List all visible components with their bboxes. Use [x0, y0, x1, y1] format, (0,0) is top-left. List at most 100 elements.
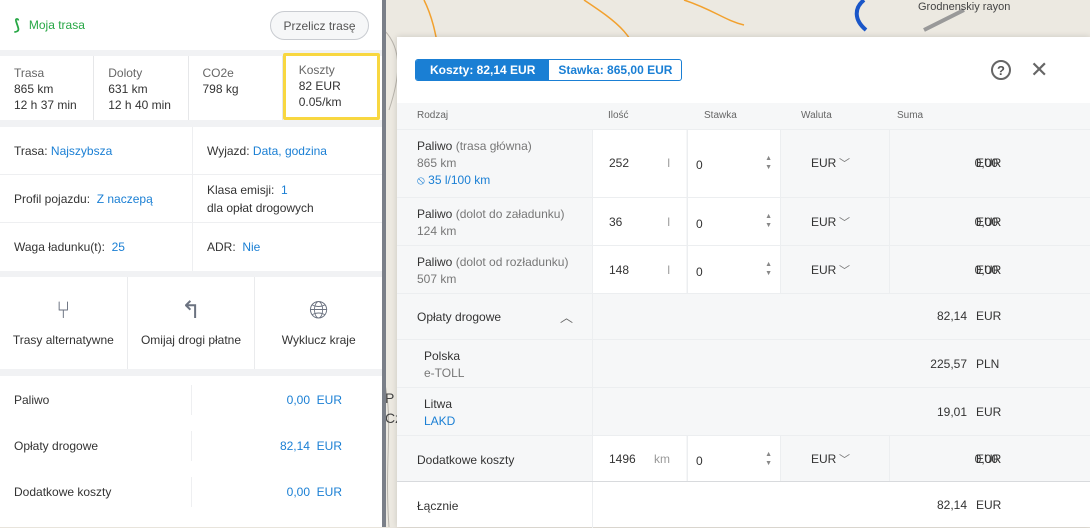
stepper-icon[interactable]: ▲ ▼ — [765, 213, 772, 229]
cost-value-extra[interactable]: 0,00 EUR — [286, 485, 342, 499]
cost-row-tolls: Opłaty drogowe 82,14 EUR — [0, 423, 382, 469]
row-title: Litwa — [424, 397, 453, 411]
cost-tabs: Koszty: 82,14 EUR Stawka: 865,00 EUR — [415, 59, 683, 81]
rate-input[interactable]: 0 ▲ ▼ — [687, 246, 781, 294]
row-subtitle: (dolot od rozładunku) — [455, 255, 569, 269]
sum-value: 0,00 — [974, 263, 998, 277]
tab-rate[interactable]: Stawka: 865,00 EUR — [558, 63, 673, 77]
currency-value: EUR — [811, 156, 837, 170]
chevron-up-icon[interactable]: ︿ — [560, 310, 574, 325]
avoid-toll-roads-button[interactable]: ↰ Omijaj drogi płatne — [128, 277, 256, 369]
panel-divider[interactable] — [382, 0, 386, 527]
qty-cell[interactable]: 252 l — [592, 130, 686, 198]
row-name: Paliwo (dolot do załadunku) 124 km — [417, 206, 564, 240]
sum-value: 19,01 — [936, 405, 967, 419]
row-title: Paliwo — [417, 139, 453, 153]
stepper-icon[interactable]: ▲ ▼ — [765, 155, 772, 171]
recalculate-route-button[interactable]: Przelicz trasę — [270, 11, 369, 40]
route-icon: ⟆ — [14, 17, 20, 34]
param-row: Trasa: Najszybsza Wyjazd: Data, godzina — [0, 127, 382, 175]
cost-value-fuel[interactable]: 0,00 EUR — [286, 393, 342, 407]
qty-unit: l — [667, 156, 670, 170]
qty-unit: l — [667, 263, 670, 277]
cost-details-panel: Koszty: 82,14 EUR Stawka: 865,00 EUR ? ✕… — [397, 37, 1090, 528]
stat-label: Trasa — [14, 66, 45, 80]
cost-separator — [191, 477, 192, 507]
currency-select[interactable]: EUR ﹀ — [782, 198, 889, 246]
adr-link[interactable]: Nie — [242, 240, 261, 254]
param-cargo-weight: Waga ładunku(t): 25 — [14, 223, 192, 271]
row-title: Opłaty drogowe — [417, 310, 502, 324]
rate-input[interactable]: 0 ▲ ▼ — [687, 130, 781, 198]
qty-cell[interactable]: 1496 km — [592, 436, 686, 482]
row-title: Paliwo — [417, 207, 453, 221]
param-route-type: Trasa: Najszybsza — [14, 127, 192, 175]
toll-operator-link[interactable]: LAKD — [424, 414, 456, 428]
sum-cell: 0,00 EUR — [889, 246, 1090, 294]
stat-co2: CO2e 798 kg — [189, 56, 283, 120]
row-distance: 507 km — [417, 272, 457, 286]
param-label: Wyjazd: — [207, 144, 250, 158]
qty-value: 1496 — [609, 452, 636, 466]
departure-link[interactable]: Data, godzina — [252, 144, 327, 158]
table-row-tolls[interactable]: Opłaty drogowe ︿ 82,14 EUR — [397, 293, 1090, 340]
consumption-value: 35 l/100 km — [428, 173, 491, 187]
qty-cell[interactable]: 148 l — [592, 246, 686, 294]
exclude-countries-button[interactable]: 🌐︎ Wyklucz kraje — [255, 277, 382, 369]
param-departure: Wyjazd: Data, godzina — [192, 127, 382, 175]
sum-currency: EUR — [976, 263, 1002, 277]
no-fuel-icon: ⦸ — [417, 173, 425, 187]
close-icon[interactable]: ✕ — [1030, 57, 1049, 82]
sum-value: 0,00 — [974, 215, 998, 229]
param-label: Profil pojazdu: — [14, 192, 91, 206]
route-stats: Trasa 865 km 12 h 37 min Doloty 631 km 1… — [0, 53, 382, 120]
cost-label: Opłaty drogowe — [14, 439, 99, 453]
currency-select[interactable]: EUR ﹀ — [782, 246, 889, 294]
table-row-fuel-main: Paliwo (trasa główna) 865 km ⦸ 35 l/100 … — [397, 129, 1090, 198]
row-name: Paliwo (trasa główna) 865 km ⦸ 35 l/100 … — [417, 138, 532, 189]
sum-value: 0,00 — [974, 156, 998, 170]
stat-label: Doloty — [108, 66, 143, 80]
cost-summary: Paliwo 0,00 EUR Opłaty drogowe 82,14 EUR… — [0, 376, 382, 527]
stat-route: Trasa 865 km 12 h 37 min — [0, 56, 95, 120]
emission-class-link[interactable]: 1 — [281, 183, 288, 197]
currency-select[interactable]: EUR ﹀ — [782, 436, 889, 482]
cargo-weight-link[interactable]: 25 — [111, 240, 125, 254]
cost-value-tolls[interactable]: 82,14 EUR — [279, 439, 342, 453]
my-route-title[interactable]: Moja trasa — [28, 18, 85, 32]
cost-label: Dodatkowe koszty — [14, 485, 112, 499]
qty-cell[interactable]: 36 l — [592, 198, 686, 246]
tab-costs[interactable]: Koszty: 82,14 EUR — [416, 60, 550, 80]
sum-cell: 19,01 EUR — [592, 388, 1090, 436]
sum-currency: EUR — [976, 215, 1002, 229]
param-label: ADR: — [207, 240, 236, 254]
stepper-icon[interactable]: ▲ ▼ — [765, 451, 772, 467]
chevron-down-icon: ﹀ — [839, 217, 850, 229]
qty-unit: l — [667, 215, 670, 229]
rate-input[interactable]: 0 ▲ ▼ — [687, 436, 781, 482]
route-sidebar: ⟆ Moja trasa Przelicz trasę Trasa 865 km… — [0, 0, 382, 527]
param-row: Profil pojazdu: Z naczepą Klasa emisji: … — [0, 175, 382, 223]
sum-value: 82,14 — [936, 498, 967, 512]
sum-currency: EUR — [976, 498, 1002, 512]
param-vehicle-profile: Profil pojazdu: Z naczepą — [14, 175, 192, 223]
col-qty: Ilość — [608, 110, 629, 121]
chevron-down-icon: ﹀ — [839, 454, 850, 466]
stat-costs[interactable]: Koszty 82 EUR 0.05/km — [282, 53, 380, 120]
sum-cell: 0,00 EUR — [889, 198, 1090, 246]
cost-row-fuel: Paliwo 0,00 EUR — [0, 377, 382, 423]
consumption-link[interactable]: ⦸ 35 l/100 km — [417, 173, 490, 187]
rate-input[interactable]: 0 ▲ ▼ — [687, 198, 781, 246]
stepper-icon[interactable]: ▲ ▼ — [765, 261, 772, 277]
alternative-routes-button[interactable]: ⑂ Trasy alternatywne — [0, 277, 128, 369]
col-rate: Stawka — [704, 110, 737, 121]
vehicle-profile-link[interactable]: Z naczepą — [96, 192, 153, 206]
stat-cost-total[interactable]: 82 EUR — [298, 79, 341, 93]
currency-value: EUR — [811, 215, 837, 229]
help-icon[interactable]: ? — [991, 60, 1011, 80]
currency-select[interactable]: EUR ﹀ — [782, 130, 889, 198]
sum-cell: 0,00 EUR — [889, 436, 1090, 482]
route-type-link[interactable]: Najszybsza — [50, 144, 113, 158]
sum-currency: PLN — [976, 357, 1000, 371]
emission-class-sub: dla opłat drogowych — [207, 201, 314, 215]
